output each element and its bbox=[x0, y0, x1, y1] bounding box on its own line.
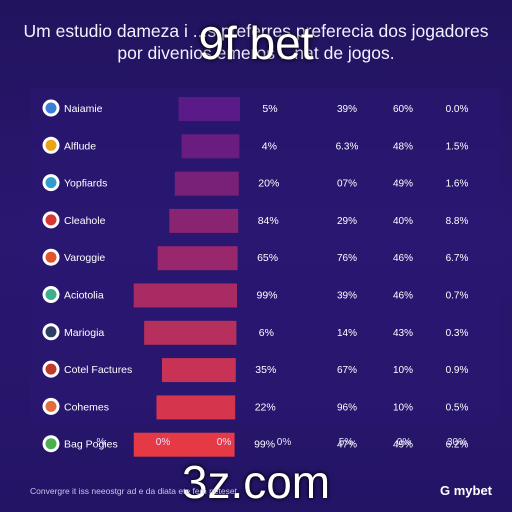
column-value: 1.6% bbox=[446, 179, 469, 190]
chart-row: Naiamie 5% 39% 60% 0.0% bbox=[42, 97, 469, 121]
column-value: 1.5% bbox=[446, 141, 469, 152]
x-tick-label: 0% bbox=[277, 437, 292, 448]
column-value: 0.7% bbox=[446, 291, 469, 302]
bar bbox=[169, 208, 239, 233]
bar bbox=[156, 395, 236, 420]
category-label: Bag Pogies bbox=[64, 439, 118, 451]
watermark-bottom: 3z.com bbox=[181, 456, 331, 508]
bar bbox=[144, 320, 237, 345]
bar-value-label: 6% bbox=[259, 327, 274, 339]
column-value: 48% bbox=[393, 141, 413, 152]
column-value: 10% bbox=[393, 365, 413, 376]
column-value: 0.9% bbox=[446, 365, 469, 376]
column-value: 40% bbox=[393, 216, 413, 227]
column-value: 8.8% bbox=[446, 216, 469, 227]
column-value: 96% bbox=[337, 402, 357, 413]
category-label: Alflude bbox=[64, 140, 96, 152]
bar-value-label: 22% bbox=[255, 401, 276, 413]
t-icon bbox=[42, 323, 60, 341]
column-value: 49% bbox=[393, 179, 413, 190]
category-label: Naiamie bbox=[64, 103, 103, 115]
category-label: Cleahole bbox=[64, 215, 106, 227]
bar bbox=[162, 358, 236, 383]
heart-icon bbox=[42, 211, 60, 229]
category-label: Cohemes bbox=[64, 401, 109, 413]
bar-value-label: 84% bbox=[258, 215, 279, 227]
column-value: 0.0% bbox=[446, 104, 469, 115]
column-value: 10% bbox=[393, 402, 413, 413]
column-value: 07% bbox=[337, 179, 357, 190]
chart-row: Cohemes 22% 96% 10% 0.5% bbox=[42, 395, 469, 420]
chart-row: Yopfiards 20% 07% 49% 1.6% bbox=[42, 171, 469, 196]
bar bbox=[178, 97, 240, 121]
bar-value-label: 20% bbox=[258, 178, 279, 190]
bar-value-label: 99% bbox=[256, 290, 277, 302]
category-label: Varoggie bbox=[64, 252, 105, 264]
column-value: 46% bbox=[393, 253, 413, 264]
bar bbox=[181, 134, 240, 159]
column-value: 0.5% bbox=[446, 402, 469, 413]
column-value: 60% bbox=[393, 104, 413, 115]
chart-title: Um estudio dameza i ...s preferres prefe… bbox=[10, 20, 502, 64]
bar bbox=[174, 171, 239, 196]
column-value: 47% bbox=[337, 440, 357, 451]
chart-row: Mariogia 6% 14% 43% 0.3% bbox=[42, 320, 469, 345]
column-value: 29% bbox=[337, 216, 357, 227]
chart-row: Alflude 4% 6.3% 48% 1.5% bbox=[42, 134, 469, 159]
column-value: 39% bbox=[337, 291, 357, 302]
chart-row: Cleahole 84% 29% 40% 8.8% bbox=[42, 208, 469, 233]
column-value: 67% bbox=[337, 365, 357, 376]
spades-icon bbox=[42, 174, 60, 192]
column-value: 76% bbox=[337, 253, 357, 264]
gear-icon bbox=[42, 286, 60, 303]
category-label: Mariogia bbox=[64, 327, 104, 339]
chart-row: Bag Pogies 99% 47% 49% 6.2% bbox=[42, 432, 469, 457]
x-tick-label: 0% bbox=[217, 437, 232, 448]
x-tick-label: % bbox=[97, 437, 106, 448]
bar bbox=[133, 283, 237, 308]
chart-title-line-1: Um estudio dameza i ...s preferres prefe… bbox=[23, 21, 489, 41]
alert-icon bbox=[42, 136, 60, 154]
column-value: 6.7% bbox=[446, 253, 469, 264]
bar-value-label: 5% bbox=[262, 103, 277, 115]
chart-row: Aciotolia 99% 39% 46% 0.7% bbox=[42, 283, 469, 308]
category-label: Yopfiards bbox=[64, 178, 107, 190]
column-value: 46% bbox=[393, 291, 413, 302]
column-value: 14% bbox=[337, 328, 357, 339]
bar-value-label: 35% bbox=[255, 364, 276, 376]
column-value: 39% bbox=[337, 104, 357, 115]
column-value: 0.3% bbox=[446, 328, 469, 339]
x-tick-label: 30% bbox=[447, 437, 467, 448]
x-tick-label: 5% bbox=[339, 437, 354, 448]
chart-row: Cotel Factures 35% 67% 10% 0.9% bbox=[42, 358, 469, 383]
bar bbox=[133, 432, 235, 457]
brand-logo: G mybet bbox=[439, 483, 492, 498]
shield-icon bbox=[42, 360, 60, 378]
footnote: Convergre it iss neeostgr ad e da diata … bbox=[30, 486, 237, 496]
bar-value-label: 65% bbox=[257, 252, 278, 264]
info-icon bbox=[42, 99, 60, 117]
bar-value-label: 99% bbox=[254, 439, 275, 451]
leaf-icon bbox=[42, 435, 60, 453]
watermark-top: 9f bet bbox=[198, 17, 314, 69]
fire-icon bbox=[42, 248, 60, 266]
x-tick-label: 0% bbox=[397, 437, 412, 448]
chart-row: Varoggie 65% 76% 46% 6.7% bbox=[42, 246, 469, 271]
bar-value-label: 4% bbox=[262, 140, 277, 152]
category-label: Aciotolia bbox=[64, 290, 104, 302]
column-value: 6.3% bbox=[336, 141, 359, 152]
column-value: 49% bbox=[393, 440, 413, 451]
chart-title-line-2: por divenios emeros ...nat de jogos. bbox=[117, 43, 395, 63]
category-label: Cotel Factures bbox=[64, 364, 132, 376]
x-tick-label: 0% bbox=[156, 437, 171, 448]
column-value: 43% bbox=[393, 328, 413, 339]
column-value: 6.2% bbox=[446, 440, 469, 451]
swirl-icon bbox=[42, 397, 60, 415]
bar bbox=[157, 246, 238, 271]
